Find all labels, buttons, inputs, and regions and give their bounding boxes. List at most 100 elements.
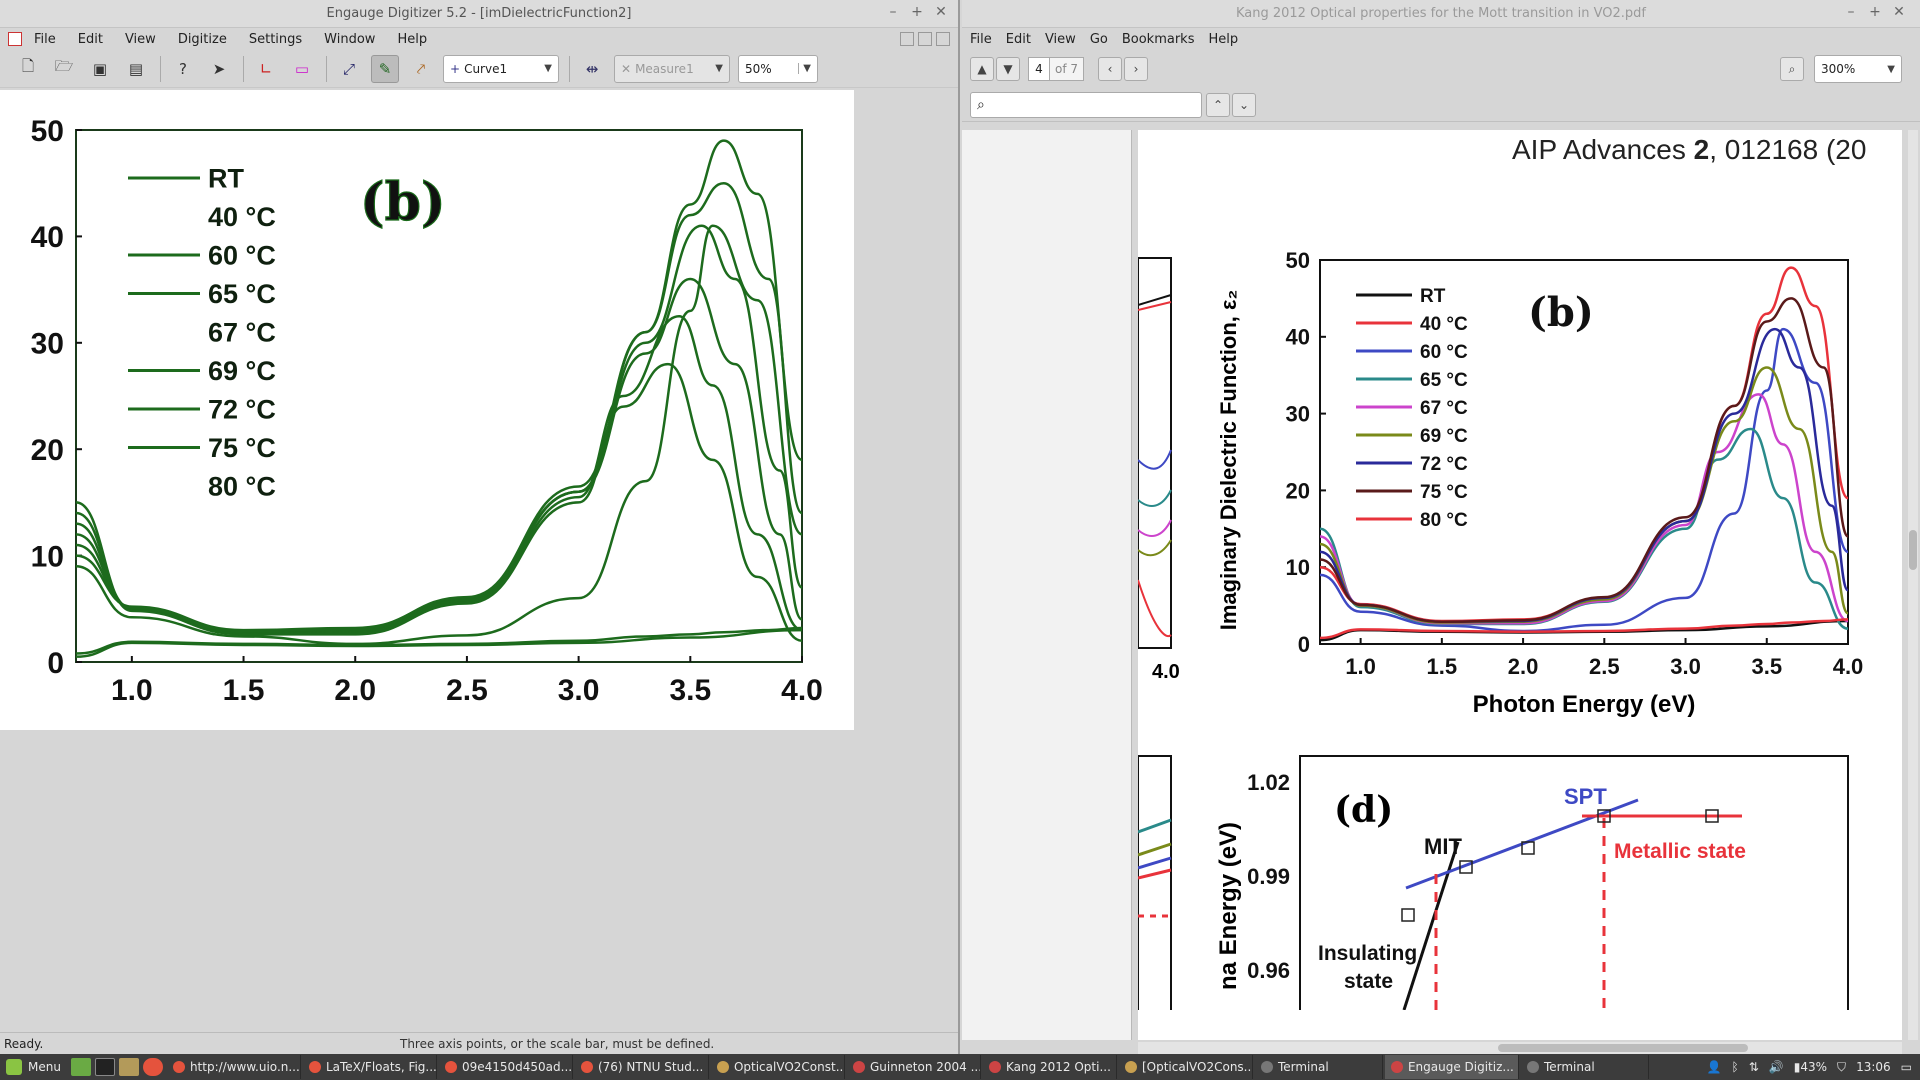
menu-help[interactable]: Help xyxy=(397,31,428,47)
curve-point-icon[interactable]: ⤢ xyxy=(342,59,355,78)
taskbar-item[interactable]: Engauge Digitiz... xyxy=(1384,1055,1519,1079)
engauge-toolbar: 🗋 🗁 ▣ ▤ ? ➤ ∟ ▭ ⤢ ✎ ⤤ + Curve1 ▼ ⇹ ✕ Measur… xyxy=(0,50,958,88)
search-next-icon[interactable]: ⌄ xyxy=(1232,92,1256,117)
pdf-menu-view[interactable]: View xyxy=(1044,31,1076,47)
select-pointer-icon[interactable]: ➤ xyxy=(212,59,226,78)
taskbar-item[interactable]: LaTeX/Floats, Fig... xyxy=(303,1055,437,1079)
pdf-close-icon[interactable]: ✕ xyxy=(1893,4,1905,20)
app-icon xyxy=(1390,1061,1403,1073)
close-icon[interactable]: ✕ xyxy=(935,4,947,20)
pdf-sidebar[interactable] xyxy=(962,130,1132,1040)
terminal-launcher-icon[interactable] xyxy=(94,1058,115,1076)
maximize-icon[interactable]: + xyxy=(911,4,923,20)
taskbar: Menu http://www.uio.n... LaTeX/Floats, Fi… xyxy=(0,1054,1920,1080)
taskbar-item-label: (76) NTNU Stud... xyxy=(597,1060,704,1074)
pdf-zoom-select[interactable]: 300% ▼ xyxy=(1814,55,1902,83)
shield-icon[interactable]: ⛉ xyxy=(1837,1059,1847,1074)
pdf-minimize-icon[interactable]: – xyxy=(1847,4,1855,20)
print-icon[interactable]: ▤ xyxy=(128,59,144,78)
volume-icon[interactable]: 🔊 xyxy=(1768,1060,1784,1074)
workspace-icon[interactable]: ▭ xyxy=(1900,1060,1912,1074)
point-match-icon[interactable]: ⤤ xyxy=(416,59,426,78)
taskbar-item[interactable]: 09e4150d450ad... xyxy=(439,1055,573,1079)
pdf-page[interactable]: AIP Advances 2, 012168 (20 4.0 50 40 30 20 1… xyxy=(1138,130,1902,1040)
files-launcher-icon[interactable] xyxy=(118,1058,139,1076)
series-line-3 xyxy=(75,362,803,642)
pdf-horizontal-scrollbar[interactable] xyxy=(1138,1042,1902,1054)
prev-page-up-icon[interactable]: ▲ xyxy=(970,57,994,81)
fig-b-ylabel: Imaginary Dielectric Function, ε₂ xyxy=(1216,290,1241,631)
pdf-menu-edit[interactable]: Edit xyxy=(1005,31,1031,47)
menu-settings[interactable]: Settings xyxy=(248,31,303,47)
app-icon xyxy=(1124,1061,1137,1073)
x-tick-label: 4.0 xyxy=(781,674,823,707)
menu-view[interactable]: View xyxy=(124,31,156,47)
page-number-input[interactable]: 4 xyxy=(1028,57,1050,81)
bluetooth-icon[interactable]: ᛒ xyxy=(1731,1060,1739,1074)
curve-select[interactable]: + Curve1 ▼ xyxy=(443,54,559,83)
start-menu-button[interactable]: Menu xyxy=(0,1054,71,1080)
app-icon xyxy=(1260,1061,1273,1073)
taskbar-item[interactable]: (76) NTNU Stud... xyxy=(575,1055,709,1079)
measure-select[interactable]: ✕ Measure1 ▼ xyxy=(614,54,730,83)
pdf-menu-help[interactable]: Help xyxy=(1208,31,1239,47)
taskbar-item[interactable]: Terminal xyxy=(1521,1055,1649,1079)
y-tick-label: 0.99 xyxy=(1247,864,1290,889)
taskbar-item[interactable]: Terminal xyxy=(1255,1055,1383,1079)
x-tick-label: 1.0 xyxy=(1345,654,1376,679)
menu-digitize[interactable]: Digitize xyxy=(177,31,227,47)
engauge-titlebar[interactable]: Engauge Digitizer 5.2 - [imDielectricFun… xyxy=(0,0,958,28)
taskbar-item[interactable]: OpticalVO2Const... xyxy=(711,1055,845,1079)
clock[interactable]: 13:06 xyxy=(1856,1060,1891,1074)
mdi-minimize-icon[interactable] xyxy=(900,32,914,46)
next-page-down-icon[interactable]: ▼ xyxy=(996,57,1020,81)
pdf-menu-bookmarks[interactable]: Bookmarks xyxy=(1121,31,1195,47)
pdf-titlebar[interactable]: Kang 2012 Optical properties for the Mot… xyxy=(962,0,1920,28)
measure-icon[interactable]: ⇹ xyxy=(585,59,599,78)
chrome-launcher-icon[interactable] xyxy=(142,1058,163,1076)
taskbar-item[interactable]: Kang 2012 Opti... xyxy=(983,1055,1117,1079)
taskbar-item-label: Terminal xyxy=(1543,1060,1595,1074)
pdf-viewer-window: Kang 2012 Optical properties for the Mot… xyxy=(962,0,1920,1054)
show-desktop-icon[interactable] xyxy=(70,1058,91,1076)
segment-fill-icon[interactable]: ✎ xyxy=(371,54,399,83)
axis-point-icon[interactable]: ∟ xyxy=(259,59,273,78)
pdf-vertical-scrollbar[interactable] xyxy=(1908,130,1918,1040)
scale-bar-icon[interactable]: ▭ xyxy=(294,59,310,78)
metallic-state-label: Metallic state xyxy=(1614,840,1746,863)
pdf-menu-go[interactable]: Go xyxy=(1089,31,1108,47)
legend-label: 69 °C xyxy=(1420,426,1468,447)
save-icon[interactable]: ▣ xyxy=(92,59,108,78)
taskbar-item[interactable]: Guinneton 2004 ... xyxy=(847,1055,981,1079)
find-icon[interactable]: ⌕ xyxy=(1780,57,1804,81)
zoom-select[interactable]: 50% ▼ xyxy=(738,54,818,83)
taskbar-item-label: [OpticalVO2Cons... xyxy=(1141,1060,1253,1074)
taskbar-item[interactable]: [OpticalVO2Cons... xyxy=(1119,1055,1253,1079)
battery-icon[interactable]: ▮43% xyxy=(1793,1060,1828,1074)
mdi-restore-icon[interactable] xyxy=(918,32,932,46)
mint-logo-icon xyxy=(6,1059,22,1075)
series-line-5 xyxy=(75,277,803,634)
pdf-search-input[interactable]: ⌕ xyxy=(970,91,1202,118)
digitizer-canvas[interactable]: 50 40 30 20 10 0 1.0 1.5 2.0 2.5 3.0 3.5 4.0 RT 40 °… xyxy=(0,90,854,730)
pdf-maximize-icon[interactable]: + xyxy=(1869,4,1881,20)
open-folder-icon[interactable]: 🗁 xyxy=(54,57,74,75)
new-file-icon[interactable]: 🗋 xyxy=(21,57,35,75)
whats-this-icon[interactable]: ? xyxy=(179,59,187,78)
search-prev-icon[interactable]: ⌃ xyxy=(1206,92,1230,117)
history-back-icon[interactable]: ‹ xyxy=(1098,57,1122,81)
x-tick-label: 4.0 xyxy=(1833,654,1864,679)
status-ready: Ready. xyxy=(4,1036,44,1051)
pdf-menu-file[interactable]: File xyxy=(970,31,992,47)
menu-window[interactable]: Window xyxy=(324,31,376,47)
user-icon[interactable]: 👤 xyxy=(1706,1060,1722,1074)
history-forward-icon[interactable]: › xyxy=(1124,57,1148,81)
mdi-close-icon[interactable] xyxy=(936,32,950,46)
menu-edit[interactable]: Edit xyxy=(77,31,103,47)
minimize-icon[interactable]: – xyxy=(889,4,897,20)
network-icon[interactable]: ⇅ xyxy=(1748,1060,1759,1074)
y-tick-label: 30 xyxy=(1286,402,1310,427)
taskbar-item[interactable]: http://www.uio.n... xyxy=(167,1055,301,1079)
menu-file[interactable]: File xyxy=(34,31,56,47)
app-icon xyxy=(8,32,22,46)
